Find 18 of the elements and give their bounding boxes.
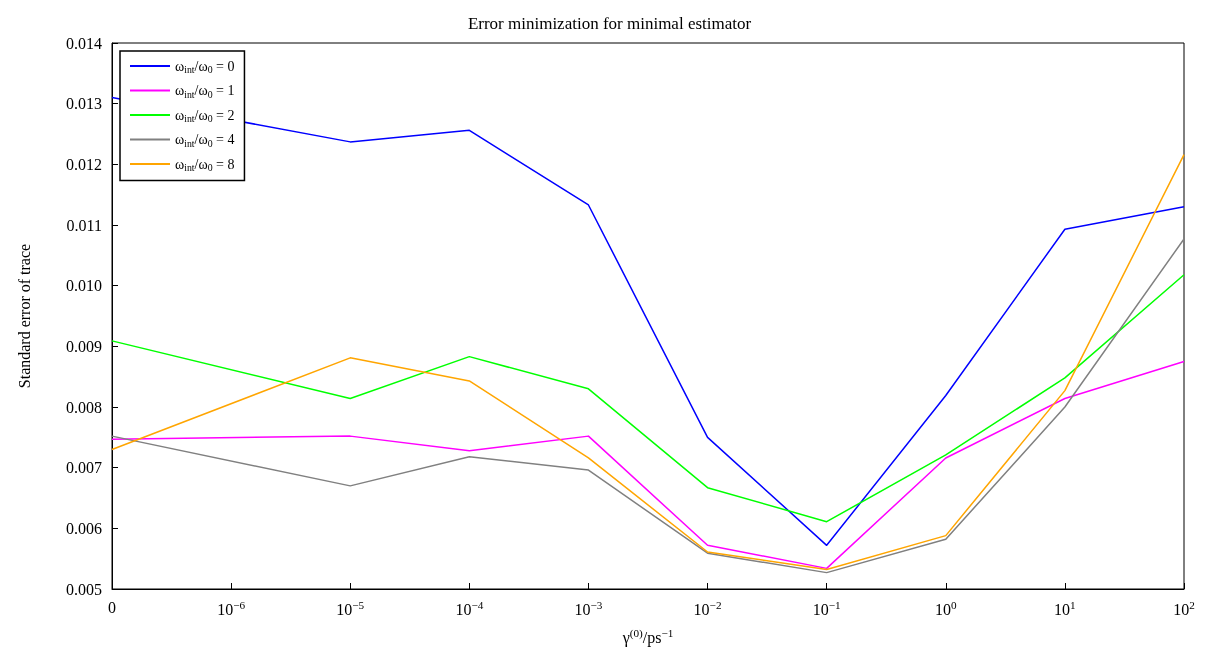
line-series [111, 96, 1185, 547]
y-tick-label: 0.014 [66, 34, 102, 52]
line-series [111, 274, 1185, 523]
y-tick-label: 0.005 [66, 580, 102, 598]
y-tick-label: 0.007 [66, 459, 102, 477]
line-series [111, 153, 1185, 571]
y-tick-label: 0.013 [66, 95, 102, 113]
y-tick-label: 0.011 [66, 216, 102, 234]
chart-title: Error minimization for minimal estimator [467, 14, 752, 33]
y-tick-label: 0.006 [66, 519, 102, 537]
y-tick-label: 0.008 [66, 398, 102, 416]
y-tick-label: 0.012 [66, 155, 102, 173]
line-series [111, 238, 1185, 574]
x-tick-label: 0 [108, 598, 116, 616]
y-tick-label: 0.009 [66, 337, 102, 355]
y-axis-title: Standard error of trace [15, 243, 33, 389]
y-tick-label: 0.010 [66, 277, 102, 295]
line-series [111, 360, 1185, 570]
